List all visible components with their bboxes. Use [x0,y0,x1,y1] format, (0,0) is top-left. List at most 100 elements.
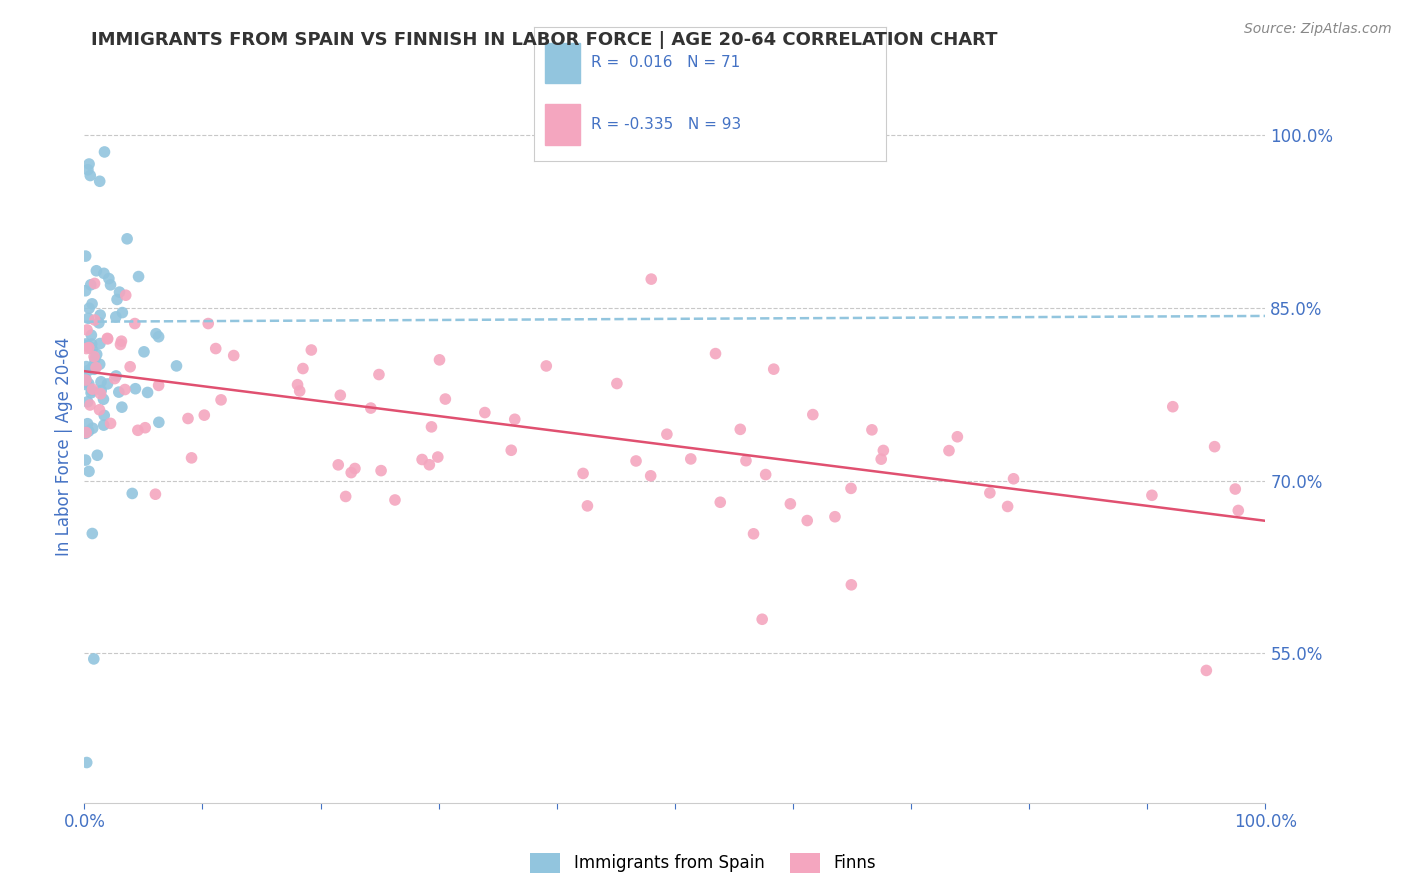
Bar [544,104,579,145]
Point [335,490,357,504]
Point [624,454,647,468]
Point [75,359,97,374]
Point [90,384,112,398]
Point [177,411,200,425]
Point [709,495,731,509]
Point [104,371,127,385]
Point [75,426,97,441]
Point [83,362,105,376]
Text: R = -0.335   N = 93: R = -0.335 N = 93 [591,117,741,132]
Point [80,384,103,398]
Point [938,443,960,458]
Point [328,458,350,472]
Point [77,464,100,478]
Point [193,408,215,422]
Point [640,468,662,483]
Point [80,297,103,311]
Point [340,466,363,480]
Point [75,375,97,389]
Point [77,157,100,171]
Point [411,452,433,467]
Point [288,384,311,398]
Point [77,162,100,177]
Point [180,450,202,465]
Point [111,305,134,319]
Point [204,342,226,356]
Point [93,409,115,423]
Point [1140,488,1163,502]
Point [434,392,457,406]
Point [127,423,149,437]
Point [640,272,662,286]
Point [360,401,382,415]
Point [287,377,309,392]
Point [576,499,599,513]
Point [83,358,105,372]
Point [93,145,115,159]
Point [501,443,523,458]
Point [86,264,108,278]
Point [86,347,108,361]
Point [370,464,392,478]
Point [872,443,894,458]
Point [104,310,127,324]
Point [82,382,104,396]
Point [1204,440,1226,454]
Point [89,357,111,371]
Point [77,363,100,377]
Point [90,375,112,389]
Point [79,169,101,183]
Point [134,421,156,435]
Point [87,316,110,330]
Point [76,756,98,770]
Point [145,487,167,501]
Point [75,453,97,467]
Point [572,467,595,481]
Point [299,343,322,357]
Point [79,398,101,412]
Point [115,232,138,246]
Point [80,277,103,292]
Point [704,346,727,360]
Point [86,448,108,462]
Point [82,526,104,541]
Point [148,378,170,392]
Point [89,308,111,322]
Point [89,336,111,351]
Point [368,368,391,382]
Point [997,500,1019,514]
Point [209,392,232,407]
Point [77,311,100,326]
Point [979,486,1001,500]
Point [83,652,105,666]
Point [148,415,170,429]
Point [735,453,758,467]
Point [76,338,98,352]
Point [124,382,146,396]
Point [801,408,824,422]
Point [1161,400,1184,414]
Point [105,368,128,383]
Point [90,386,112,401]
Point [83,277,105,291]
Point [79,340,101,354]
Point [97,332,120,346]
Point [824,509,846,524]
Point [870,452,893,467]
Point [75,337,97,351]
Point [755,467,778,482]
Point [679,451,702,466]
Point [114,383,136,397]
Point [420,420,443,434]
Point [76,417,98,431]
Point [742,526,765,541]
Point [197,317,219,331]
Point [100,417,122,431]
Point [75,373,97,387]
Point [384,493,406,508]
Point [89,402,111,417]
Legend: Immigrants from Spain, Finns: Immigrants from Spain, Finns [524,847,882,880]
Point [97,271,120,285]
Point [111,400,134,414]
Point [841,578,863,592]
